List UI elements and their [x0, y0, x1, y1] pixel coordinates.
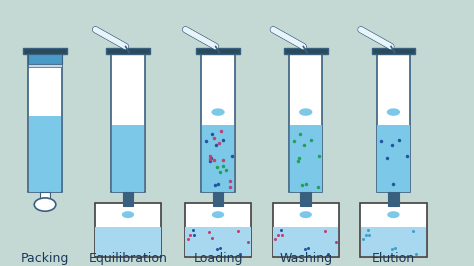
Polygon shape [300, 205, 312, 218]
Bar [185, 203, 251, 257]
Bar [95, 203, 161, 257]
Text: Washing: Washing [279, 252, 332, 265]
Bar [95, 227, 161, 256]
Bar [23, 48, 67, 54]
Bar [196, 48, 240, 54]
Polygon shape [122, 205, 134, 218]
Polygon shape [299, 102, 312, 116]
Bar [28, 64, 62, 66]
Bar [111, 54, 145, 192]
Bar [106, 48, 150, 54]
Text: Elution: Elution [372, 252, 415, 265]
Bar [361, 227, 426, 256]
Polygon shape [387, 205, 400, 218]
Bar [273, 203, 339, 257]
Bar [213, 192, 223, 206]
Bar [289, 54, 322, 192]
Bar [377, 125, 410, 192]
Bar [290, 125, 322, 192]
Bar [202, 125, 234, 192]
Bar [29, 116, 61, 192]
Text: Packing: Packing [21, 252, 69, 265]
Bar [360, 203, 427, 257]
Bar [185, 227, 251, 256]
Polygon shape [212, 205, 224, 218]
Bar [28, 54, 62, 64]
Bar [372, 48, 415, 54]
Bar [201, 54, 235, 192]
Ellipse shape [34, 198, 56, 211]
Bar [377, 54, 410, 192]
Bar [40, 192, 50, 198]
Polygon shape [211, 102, 225, 116]
Text: Equilibration: Equilibration [89, 252, 167, 265]
Polygon shape [387, 102, 400, 116]
Text: Loading: Loading [193, 252, 243, 265]
Bar [123, 192, 133, 206]
Bar [28, 54, 62, 192]
Bar [388, 192, 399, 206]
Bar [112, 125, 144, 192]
Bar [301, 192, 311, 206]
Bar [284, 48, 328, 54]
Bar [273, 227, 338, 256]
